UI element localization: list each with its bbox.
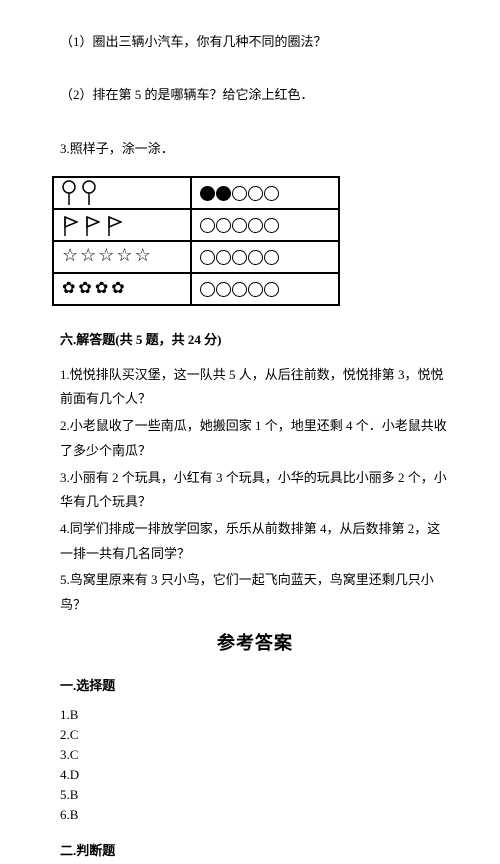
balloon-icon xyxy=(62,180,76,206)
open-circle-icon xyxy=(248,186,263,201)
open-circle-icon xyxy=(232,282,247,297)
filled-circle-icon xyxy=(200,186,215,201)
open-circle-icon xyxy=(216,250,231,265)
table-cell-left xyxy=(53,177,191,209)
table-cell-right xyxy=(191,241,339,273)
open-circle-icon xyxy=(200,282,215,297)
choice-heading: 一.选择题 xyxy=(60,674,450,699)
flower-icon: ✿ xyxy=(78,280,94,297)
choice-answer-1: 1.B xyxy=(60,705,450,725)
flag-icon xyxy=(84,215,100,237)
open-circle-icon xyxy=(200,218,215,233)
question-1: （1）圈出三辆小汽车，你有几种不同的圈法？ xyxy=(60,30,450,55)
choice-answer-5: 5.B xyxy=(60,785,450,805)
open-circle-icon xyxy=(216,218,231,233)
open-circle-icon xyxy=(248,218,263,233)
table-cell-left: ✿✿✿✿ xyxy=(53,273,191,305)
table-row: ✿✿✿✿ xyxy=(53,273,339,305)
open-circle-icon xyxy=(264,250,279,265)
flag-icon xyxy=(62,215,78,237)
word-question-1: 1.悦悦排队买汉堡，这一队共 5 人，从后往前数，悦悦排第 3，悦悦前面有几个人… xyxy=(60,363,450,412)
word-question-2: 2.小老鼠收了一些南瓜，她搬回家 1 个，地里还剩 4 个．小老鼠共收了多少个南… xyxy=(60,414,450,463)
star-icon: ☆ xyxy=(62,245,80,265)
star-icon: ☆ xyxy=(116,245,134,265)
flower-icon: ✿ xyxy=(62,280,78,297)
word-question-3: 3.小丽有 2 个玩具，小红有 3 个玩具，小华的玩具比小丽多 2 个，小华有几… xyxy=(60,466,450,515)
word-question-5: 5.鸟窝里原来有 3 只小鸟，它们一起飞向蓝天，鸟窝里还剩几只小鸟？ xyxy=(60,568,450,617)
shape-table: ☆☆☆☆☆✿✿✿✿ xyxy=(52,176,340,306)
choice-answers: 1.B 2.C 3.C 4.D 5.B 6.B xyxy=(60,705,450,826)
star-icon: ☆ xyxy=(80,245,98,265)
judge-heading: 二.判断题 xyxy=(60,839,450,864)
open-circle-icon xyxy=(200,250,215,265)
answers-title: 参考答案 xyxy=(60,626,450,660)
choice-answer-2: 2.C xyxy=(60,725,450,745)
open-circle-icon xyxy=(264,282,279,297)
star-icon: ☆ xyxy=(98,245,116,265)
table-cell-right xyxy=(191,177,339,209)
flag-icon xyxy=(106,215,122,237)
table-cell-right xyxy=(191,209,339,241)
open-circle-icon xyxy=(264,186,279,201)
section-6-heading: 六.解答题(共 5 题，共 24 分) xyxy=(60,328,450,353)
open-circle-icon xyxy=(232,250,247,265)
choice-answer-6: 6.B xyxy=(60,805,450,825)
filled-circle-icon xyxy=(216,186,231,201)
table-row xyxy=(53,177,339,209)
flower-icon: ✿ xyxy=(95,280,111,297)
table-row: ☆☆☆☆☆ xyxy=(53,241,339,273)
table-cell-right xyxy=(191,273,339,305)
table-cell-left: ☆☆☆☆☆ xyxy=(53,241,191,273)
question-2: （2）排在第 5 的是哪辆车？给它涂上红色． xyxy=(60,83,450,108)
open-circle-icon xyxy=(248,250,263,265)
choice-answer-3: 3.C xyxy=(60,745,450,765)
word-question-4: 4.同学们排成一排放学回家，乐乐从前数排第 4，从后数排第 2，这一排一共有几名… xyxy=(60,517,450,566)
open-circle-icon xyxy=(232,218,247,233)
table-row xyxy=(53,209,339,241)
open-circle-icon xyxy=(248,282,263,297)
choice-answer-4: 4.D xyxy=(60,765,450,785)
question-3: 3.照样子，涂一涂． xyxy=(60,137,450,162)
open-circle-icon xyxy=(216,282,231,297)
flower-icon: ✿ xyxy=(111,280,127,297)
star-icon: ☆ xyxy=(135,245,153,265)
balloon-icon xyxy=(82,180,96,206)
table-cell-left xyxy=(53,209,191,241)
open-circle-icon xyxy=(264,218,279,233)
open-circle-icon xyxy=(232,186,247,201)
